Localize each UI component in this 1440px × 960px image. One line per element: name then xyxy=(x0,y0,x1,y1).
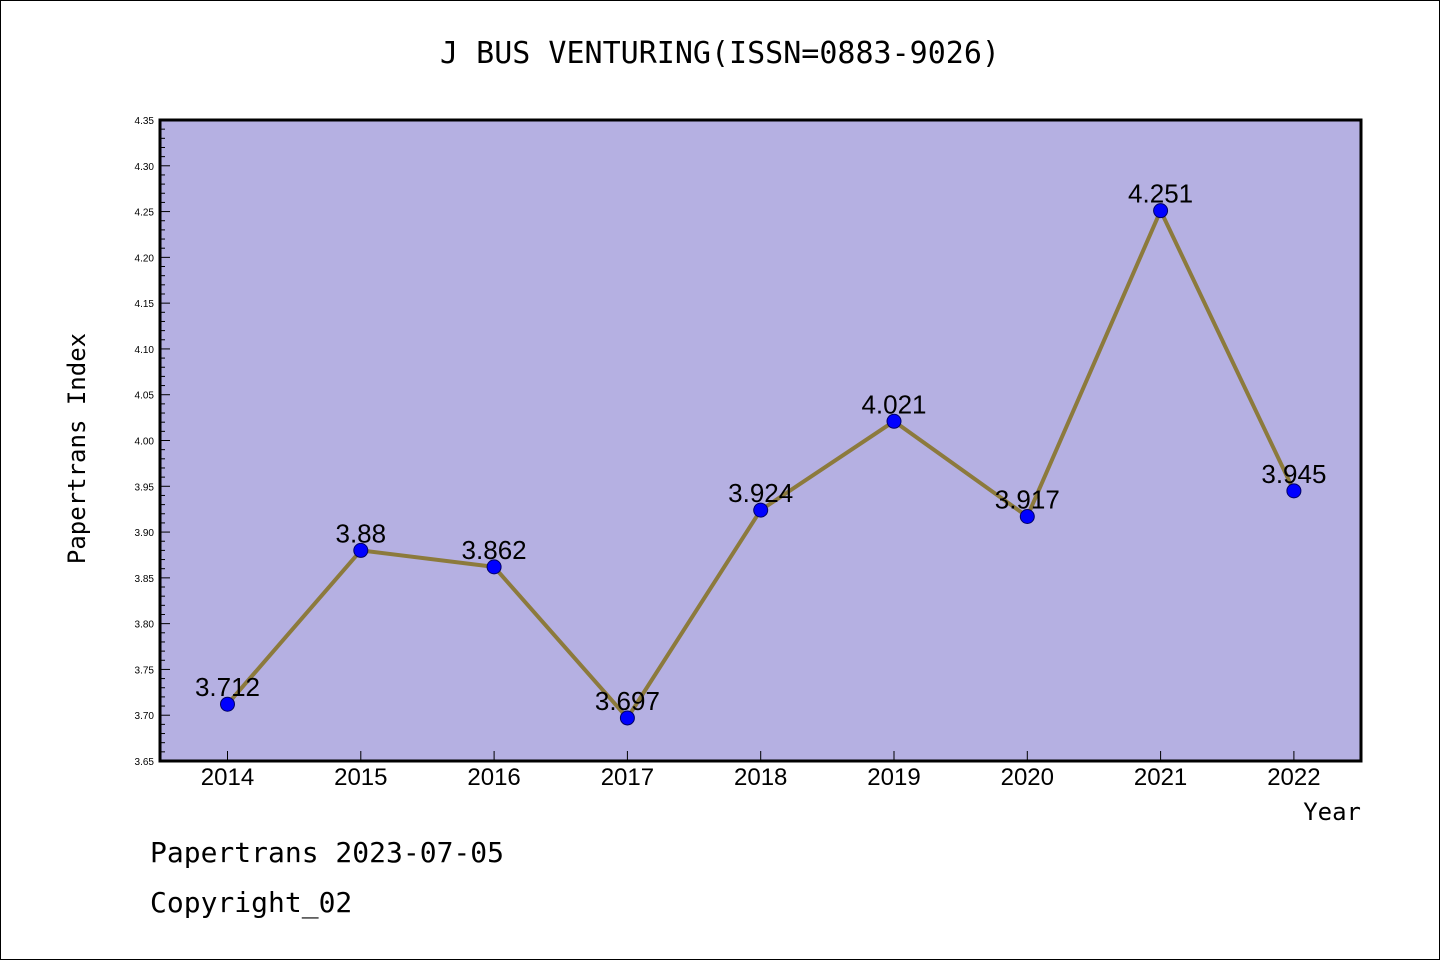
x-axis-label: Year xyxy=(1303,798,1361,826)
data-labels: 3.712 3.88 3.862 3.697 3.924 4.021 3.917 4.251 3… xyxy=(195,179,1326,716)
data-point xyxy=(1153,203,1169,219)
x-tick-label: 2022 xyxy=(1267,764,1320,791)
plot-border xyxy=(158,118,1363,763)
y-tick-label: 4.10 xyxy=(135,345,155,356)
plot-area xyxy=(160,120,1361,761)
x-tick-label: 2017 xyxy=(601,764,654,791)
data-label: 4.251 xyxy=(1128,179,1193,209)
y-tick-label: 3.70 xyxy=(135,711,155,722)
data-label: 3.917 xyxy=(995,485,1060,515)
data-label: 3.945 xyxy=(1261,459,1326,489)
y-tick-label: 3.75 xyxy=(135,665,155,676)
y-tick-label: 3.65 xyxy=(135,757,155,768)
y-tick-label: 4.05 xyxy=(135,391,155,402)
x-axis: 2014 2015 2016 2017 2018 2019 2020 2021 2022 xyxy=(201,751,1321,791)
footer-copyright: Copyright_02 xyxy=(150,886,353,919)
x-tick-label: 2014 xyxy=(201,764,254,791)
x-tick-label: 2016 xyxy=(467,764,520,791)
y-tick-label: 4.00 xyxy=(135,437,155,448)
y-tick-label: 4.20 xyxy=(135,253,155,264)
data-point xyxy=(220,696,235,712)
data-label: 3.697 xyxy=(595,686,660,716)
x-tick-label: 2021 xyxy=(1134,764,1187,791)
data-point xyxy=(486,559,502,575)
data-label: 4.021 xyxy=(861,389,926,419)
x-tick-label: 2020 xyxy=(1001,764,1054,791)
data-point xyxy=(353,542,369,558)
data-markers xyxy=(220,203,1302,726)
data-point xyxy=(753,502,769,518)
footer-date: Papertrans 2023-07-05 xyxy=(150,836,505,869)
y-axis-label: Papertrans Index xyxy=(63,333,91,564)
chart-title: J BUS VENTURING(ISSN=0883-9026) xyxy=(440,36,1000,71)
y-tick-label: 3.80 xyxy=(135,620,155,631)
y-tick-label: 3.95 xyxy=(135,482,155,493)
x-tick-label: 2015 xyxy=(334,764,387,791)
data-point xyxy=(886,413,902,429)
y-axis: 3.65 3.70 3.75 3.80 3.85 3.90 3.95 4.00 4.05 4.10… xyxy=(135,116,170,768)
data-point xyxy=(1286,483,1302,499)
y-tick-label: 4.30 xyxy=(135,162,155,173)
y-tick-label: 3.90 xyxy=(135,528,155,539)
y-tick-label: 4.35 xyxy=(135,116,155,127)
data-point xyxy=(1019,509,1035,525)
x-tick-label: 2018 xyxy=(734,764,787,791)
data-label: 3.862 xyxy=(462,535,527,565)
data-point xyxy=(619,710,635,726)
y-tick-label: 3.85 xyxy=(135,574,155,585)
data-label: 3.88 xyxy=(335,518,386,548)
x-tick-label: 2019 xyxy=(867,764,920,791)
y-tick-label: 4.15 xyxy=(135,299,155,310)
data-label: 3.712 xyxy=(195,672,260,702)
y-tick-label: 4.25 xyxy=(135,208,155,219)
data-label: 3.924 xyxy=(728,478,793,508)
